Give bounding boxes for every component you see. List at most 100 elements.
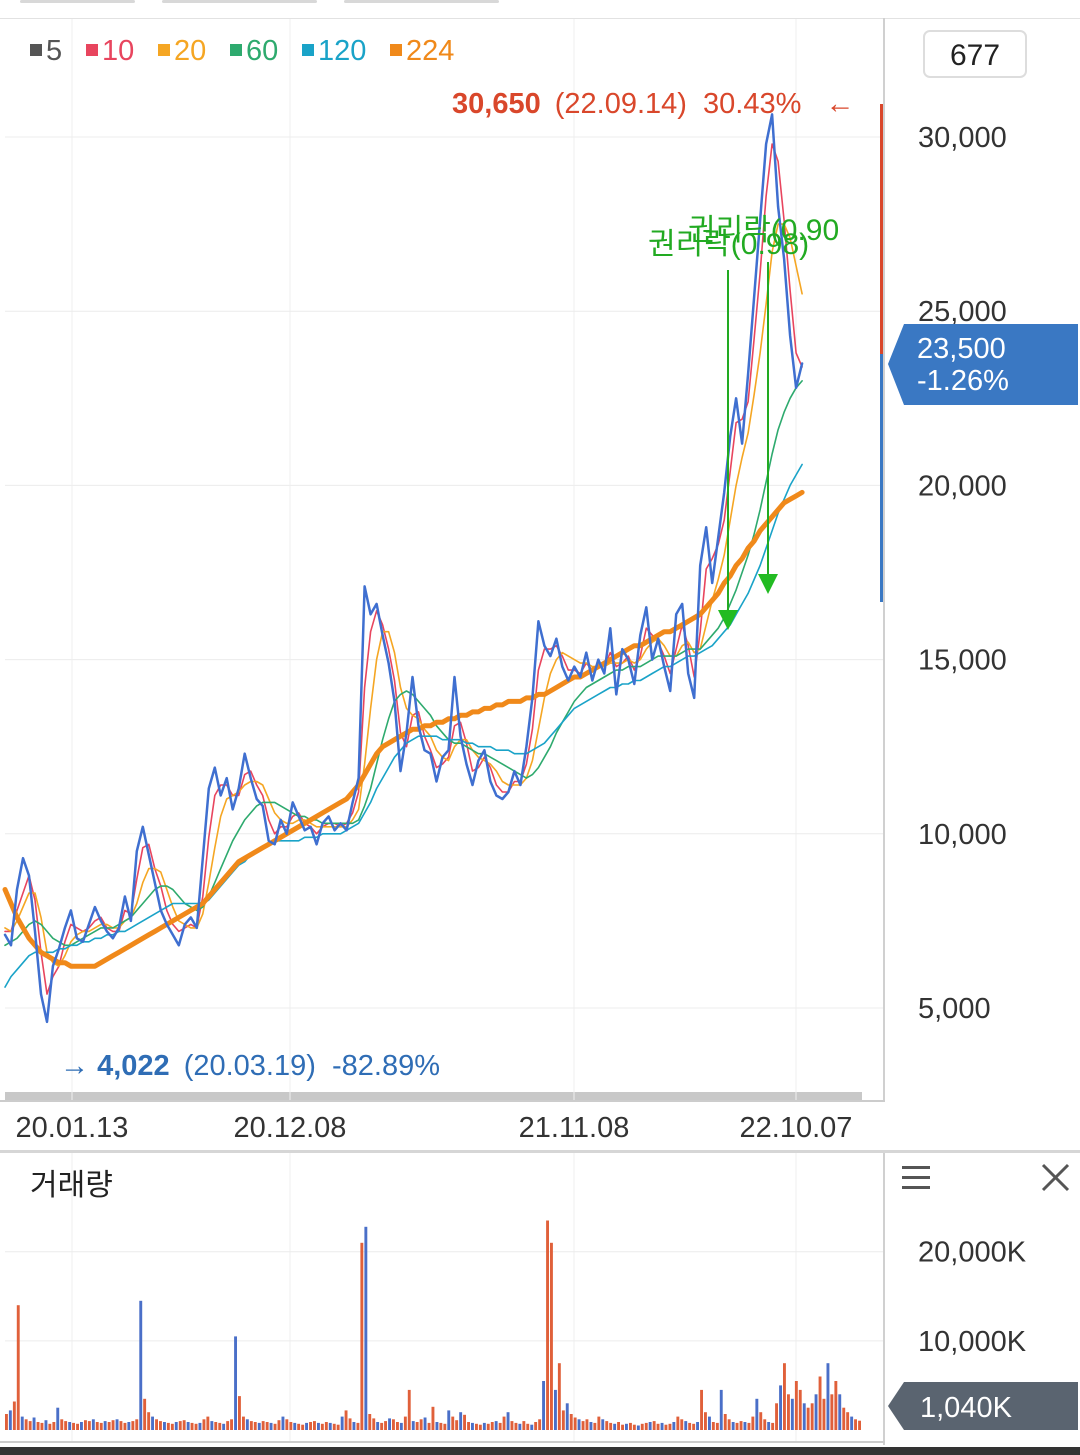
volume-bar [151,1416,154,1430]
legend-label: 10 [102,35,134,67]
volume-bar [494,1421,498,1430]
volume-bar [581,1421,585,1430]
volume-bar [249,1421,253,1430]
volume-bar [467,1422,470,1430]
volume-bar [222,1423,226,1430]
volume-bar [123,1422,127,1430]
volume-bar [364,1226,368,1430]
volume-bar [411,1421,415,1430]
volume-bar [518,1423,522,1430]
volume-bar [64,1421,68,1430]
volume-bar [771,1422,775,1430]
volume-bar [759,1412,763,1430]
volume-bar [159,1421,162,1430]
volume-bar [194,1423,198,1430]
volume-bar [214,1422,218,1430]
volume-bar [731,1422,735,1430]
volume-bar [806,1407,810,1430]
volume-bar [218,1422,222,1430]
volume-bar [356,1422,360,1430]
volume-bar [640,1423,644,1430]
x-axis-line [0,1100,885,1102]
volume-bar [672,1422,676,1430]
volume-bar [277,1420,281,1430]
price-range-bar-down [880,354,883,602]
volume-bar [178,1421,182,1430]
volume-bar [186,1422,190,1430]
volume-current-value: 1,040K [920,1392,1013,1424]
volume-bar [522,1421,526,1430]
top-scroll-strip [0,0,1080,8]
volume-bar [297,1423,301,1430]
volume-bar [779,1385,782,1430]
volume-bar [324,1422,328,1430]
close-icon[interactable] [1041,1163,1070,1192]
volume-bar [396,1422,399,1430]
volume-bar [854,1419,857,1430]
period-box[interactable] [923,30,1027,78]
panel-separator [0,1150,1080,1153]
volume-bar [530,1424,534,1430]
volume-bar [739,1421,743,1430]
rights-label-1: 권리락(0.90 [688,214,839,247]
price-tick-label: 5,000 [918,993,991,1025]
volume-bar [380,1422,384,1430]
volume-bar [644,1422,648,1430]
volume-bar [451,1416,455,1430]
volume-bar [44,1420,48,1430]
volume-bar [376,1422,380,1430]
ma-line [2,489,805,969]
volume-bar [850,1416,854,1430]
volume-bar [664,1424,668,1430]
volume-bar [170,1423,174,1430]
volume-bar [858,1420,861,1430]
date-tick-label: 20.01.13 [16,1112,129,1144]
volume-bar [656,1423,660,1430]
volume-bar [48,1423,52,1430]
volume-bar [423,1417,427,1430]
volume-bar [384,1421,387,1430]
volume-bar [550,1242,553,1430]
volume-bar [589,1422,593,1430]
volume-bar [76,1423,79,1430]
volume-bar [52,1422,56,1430]
price-range-bar-up [880,104,883,354]
volume-bar [652,1421,656,1430]
volume-bar [119,1421,123,1430]
current-price-change: -1.26% [917,365,1009,397]
volume-bar [767,1422,771,1430]
volume-bar [269,1422,273,1430]
volume-bar [166,1422,170,1430]
volume-bar [830,1394,834,1430]
volume-y-axis: 20,000K 10,000K [918,1237,1027,1358]
legend-swatch [302,44,314,56]
volume-bar [605,1421,609,1430]
volume-bar [688,1422,692,1430]
volume-bar [680,1419,684,1430]
volume-current-tag [888,1382,1078,1430]
volume-bar [755,1398,759,1430]
ma-line [4,380,803,947]
volume-bar [526,1423,530,1430]
volume-bar [155,1419,158,1430]
legend-label: 60 [246,35,278,67]
volume-bar [435,1422,439,1430]
volume-bar [127,1422,131,1430]
hamburger-icon[interactable] [902,1166,930,1189]
price-gridlines [5,136,883,1009]
volume-bar [585,1419,589,1430]
volume-bar [668,1423,672,1430]
volume-bar [593,1422,597,1430]
legend-swatch [230,44,242,56]
volume-bar [257,1422,261,1430]
rights-arrow-1 [718,610,738,630]
volume-bar [265,1422,269,1430]
rights-arrow-2 [758,574,778,594]
date-tick-label: 20.12.08 [234,1112,347,1144]
volume-bar [305,1422,308,1430]
volume-bar [226,1421,230,1430]
horizontal-scrollbar[interactable] [5,1092,862,1100]
volume-bar [206,1416,210,1430]
volume-bar [139,1300,143,1430]
